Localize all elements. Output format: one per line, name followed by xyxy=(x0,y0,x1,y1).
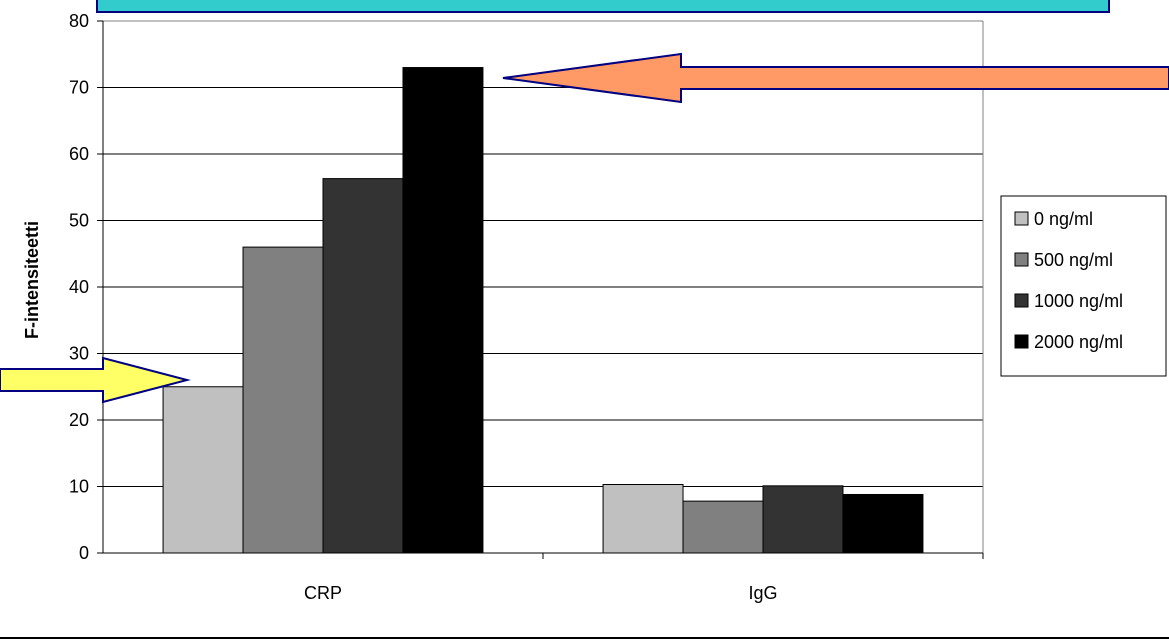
bar-igg-0 xyxy=(602,484,684,554)
y-tick-label: 0 xyxy=(79,543,89,563)
x-category-label: CRP xyxy=(304,583,342,603)
legend: 0 ng/ml 500 ng/ml 1000 ng/ml 2000 ng/ml xyxy=(1000,195,1167,377)
axes xyxy=(102,20,984,559)
legend-swatch xyxy=(1014,293,1029,308)
legend-swatch xyxy=(1014,211,1029,226)
bar-igg-3 xyxy=(842,493,924,554)
y-tick-label: 20 xyxy=(69,410,89,430)
y-tick-label: 60 xyxy=(69,144,89,164)
legend-label: 0 ng/ml xyxy=(1034,209,1093,229)
bar-igg-2 xyxy=(762,485,844,554)
x-category-labels: CRP IgG xyxy=(304,583,778,603)
y-tick-labels: 0 10 20 30 40 50 60 70 80 xyxy=(69,11,89,563)
legend-label: 500 ng/ml xyxy=(1034,250,1113,270)
bar-igg-1 xyxy=(682,500,764,554)
y-tick-label: 40 xyxy=(69,277,89,297)
title-banner xyxy=(96,0,1110,13)
legend-swatch xyxy=(1014,252,1029,267)
bar-crp-0 xyxy=(162,386,244,554)
bars xyxy=(162,67,924,554)
y-tick-label: 50 xyxy=(69,211,89,231)
y-tick-label: 30 xyxy=(69,344,89,364)
legend-swatch xyxy=(1014,334,1029,349)
bar-crp-2 xyxy=(322,178,404,554)
y-axis-label: F-intensiteetti xyxy=(22,221,42,339)
yellow-arrow-annotation xyxy=(0,356,191,404)
y-tick-label: 10 xyxy=(69,477,89,497)
y-tick-label: 80 xyxy=(69,11,89,31)
x-category-label: IgG xyxy=(748,583,777,603)
y-tick-label: 70 xyxy=(69,78,89,98)
legend-label: 1000 ng/ml xyxy=(1034,291,1123,311)
orange-arrow-annotation xyxy=(502,52,1169,104)
legend-label: 2000 ng/ml xyxy=(1034,332,1123,352)
bar-crp-1 xyxy=(242,246,324,554)
bar-crp-3 xyxy=(402,67,484,554)
